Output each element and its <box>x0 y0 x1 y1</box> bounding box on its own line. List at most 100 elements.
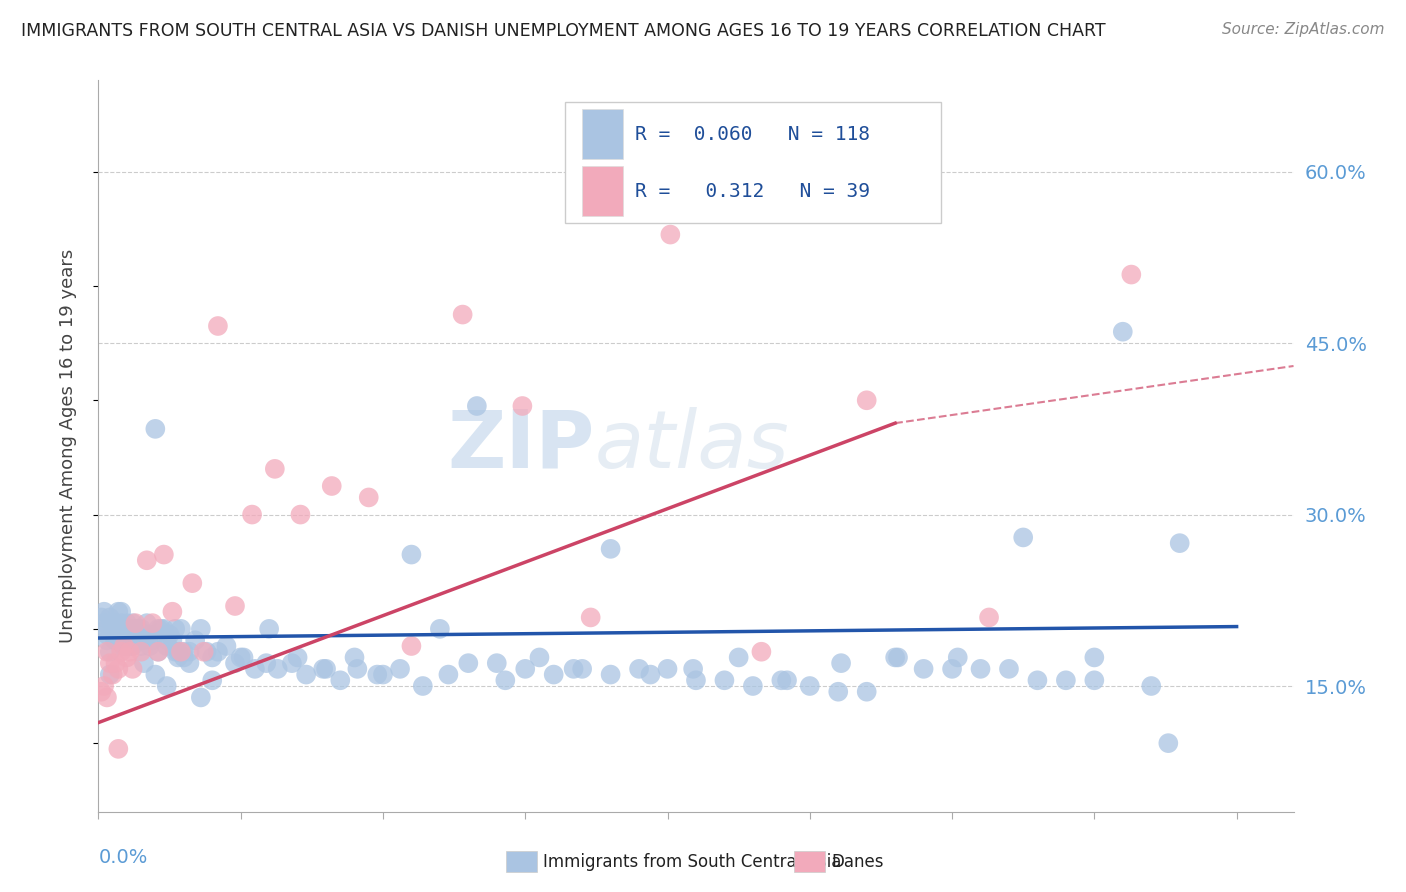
Point <box>429 622 451 636</box>
Point <box>628 662 651 676</box>
Point <box>941 662 963 676</box>
Point <box>124 616 146 631</box>
Point <box>110 633 132 648</box>
Point <box>101 616 124 631</box>
Point <box>93 679 115 693</box>
Point <box>215 639 238 653</box>
Point <box>969 662 991 676</box>
Point <box>389 662 412 676</box>
Text: Immigrants from South Central Asia: Immigrants from South Central Asia <box>543 853 841 871</box>
Point <box>93 605 115 619</box>
Point <box>143 667 166 681</box>
Point <box>366 667 388 681</box>
Point <box>129 633 152 648</box>
Point <box>254 656 277 670</box>
Point <box>451 308 474 322</box>
Point <box>243 662 266 676</box>
Point <box>90 684 112 698</box>
Point <box>1140 679 1163 693</box>
Point <box>494 673 516 688</box>
Point <box>121 633 143 648</box>
Point <box>770 673 793 688</box>
Text: Danes: Danes <box>831 853 883 871</box>
Point <box>153 548 176 562</box>
Point <box>281 656 304 670</box>
FancyBboxPatch shape <box>565 103 941 223</box>
Point <box>912 662 935 676</box>
Point <box>1012 530 1035 544</box>
Point <box>107 742 129 756</box>
Point <box>179 645 201 659</box>
Point <box>138 639 160 653</box>
Point <box>167 650 190 665</box>
Point <box>156 639 179 653</box>
Point <box>112 639 135 653</box>
Point <box>207 645 229 659</box>
Point <box>346 662 368 676</box>
Point <box>124 622 146 636</box>
Point <box>776 673 799 688</box>
Point <box>104 633 127 648</box>
Point <box>121 616 143 631</box>
Point <box>138 627 160 641</box>
Point <box>181 576 204 591</box>
Point <box>998 662 1021 676</box>
Point <box>512 399 534 413</box>
Point <box>150 622 173 636</box>
Point <box>127 622 149 636</box>
Point <box>1112 325 1135 339</box>
Point <box>118 622 141 636</box>
Point <box>148 645 170 659</box>
Point <box>640 667 662 681</box>
Point <box>148 622 170 636</box>
Point <box>173 645 195 659</box>
Point <box>129 639 152 653</box>
Text: atlas: atlas <box>595 407 789 485</box>
Point <box>93 616 115 631</box>
Point <box>343 650 366 665</box>
Point <box>257 622 280 636</box>
Point <box>195 645 218 659</box>
Point <box>207 318 229 333</box>
Point <box>799 679 821 693</box>
Point <box>830 656 852 670</box>
Point <box>96 645 118 659</box>
Text: Source: ZipAtlas.com: Source: ZipAtlas.com <box>1222 22 1385 37</box>
Point <box>121 662 143 676</box>
Point <box>112 627 135 641</box>
Point <box>321 479 343 493</box>
Point <box>887 650 910 665</box>
Point <box>190 690 212 705</box>
Point <box>167 645 190 659</box>
Point <box>1157 736 1180 750</box>
Point <box>401 639 423 653</box>
Point <box>485 656 508 670</box>
Point <box>1168 536 1191 550</box>
Point <box>110 616 132 631</box>
Point <box>727 650 749 665</box>
Point <box>946 650 969 665</box>
Point <box>101 622 124 636</box>
Point <box>132 633 155 648</box>
Point <box>115 616 138 631</box>
Point <box>170 622 193 636</box>
Point <box>90 610 112 624</box>
Text: ZIP: ZIP <box>447 407 595 485</box>
Point <box>121 639 143 653</box>
Point <box>1054 673 1077 688</box>
Point <box>110 645 132 659</box>
Point <box>141 633 163 648</box>
Point <box>96 633 118 648</box>
Point <box>855 393 877 408</box>
Point <box>263 462 285 476</box>
Point <box>190 622 212 636</box>
Point <box>101 667 124 681</box>
Point <box>713 673 735 688</box>
Point <box>229 650 252 665</box>
Point <box>98 610 121 624</box>
Point <box>1083 673 1105 688</box>
Point <box>148 645 170 659</box>
Point <box>96 690 118 705</box>
Point <box>884 650 907 665</box>
Point <box>112 633 135 648</box>
